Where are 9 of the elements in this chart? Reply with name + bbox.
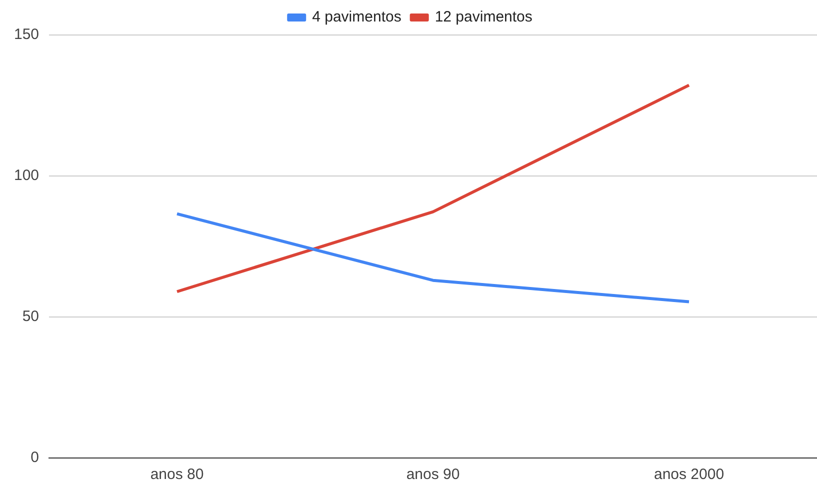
legend-label: 12 pavimentos: [434, 8, 532, 26]
legend-label: 4 pavimentos: [312, 8, 402, 26]
y-tick-label: 0: [30, 449, 40, 466]
y-tick-label: 150: [14, 26, 40, 44]
x-tick-label: anos 2000: [654, 466, 724, 484]
y-tick-label: 50: [22, 308, 40, 326]
x-tick-label: anos 80: [150, 466, 204, 484]
y-tick-label: 100: [14, 167, 40, 184]
x-tick-label: anos 90: [406, 466, 460, 484]
